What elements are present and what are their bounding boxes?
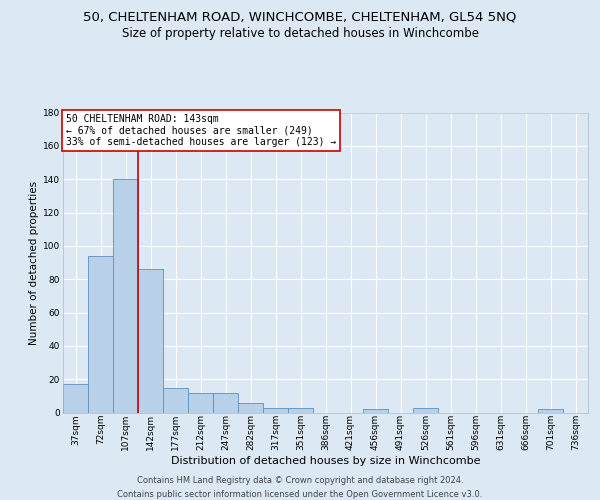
Text: Size of property relative to detached houses in Winchcombe: Size of property relative to detached ho… — [121, 28, 479, 40]
Bar — [413, 408, 438, 412]
Y-axis label: Number of detached properties: Number of detached properties — [29, 180, 39, 344]
Text: 50, CHELTENHAM ROAD, WINCHCOMBE, CHELTENHAM, GL54 5NQ: 50, CHELTENHAM ROAD, WINCHCOMBE, CHELTEN… — [83, 11, 517, 24]
Bar — [188, 392, 213, 412]
Text: Contains HM Land Registry data © Crown copyright and database right 2024.: Contains HM Land Registry data © Crown c… — [137, 476, 463, 485]
Bar — [113, 179, 138, 412]
Bar — [238, 402, 263, 412]
Bar — [288, 408, 313, 412]
Bar — [88, 256, 113, 412]
Bar — [163, 388, 188, 412]
Bar — [138, 269, 163, 412]
Bar — [538, 409, 563, 412]
Bar — [63, 384, 88, 412]
X-axis label: Distribution of detached houses by size in Winchcombe: Distribution of detached houses by size … — [171, 456, 480, 466]
Text: 50 CHELTENHAM ROAD: 143sqm
← 67% of detached houses are smaller (249)
33% of sem: 50 CHELTENHAM ROAD: 143sqm ← 67% of deta… — [65, 114, 336, 147]
Bar — [363, 409, 388, 412]
Text: Contains public sector information licensed under the Open Government Licence v3: Contains public sector information licen… — [118, 490, 482, 499]
Bar — [213, 392, 238, 412]
Bar — [263, 408, 288, 412]
